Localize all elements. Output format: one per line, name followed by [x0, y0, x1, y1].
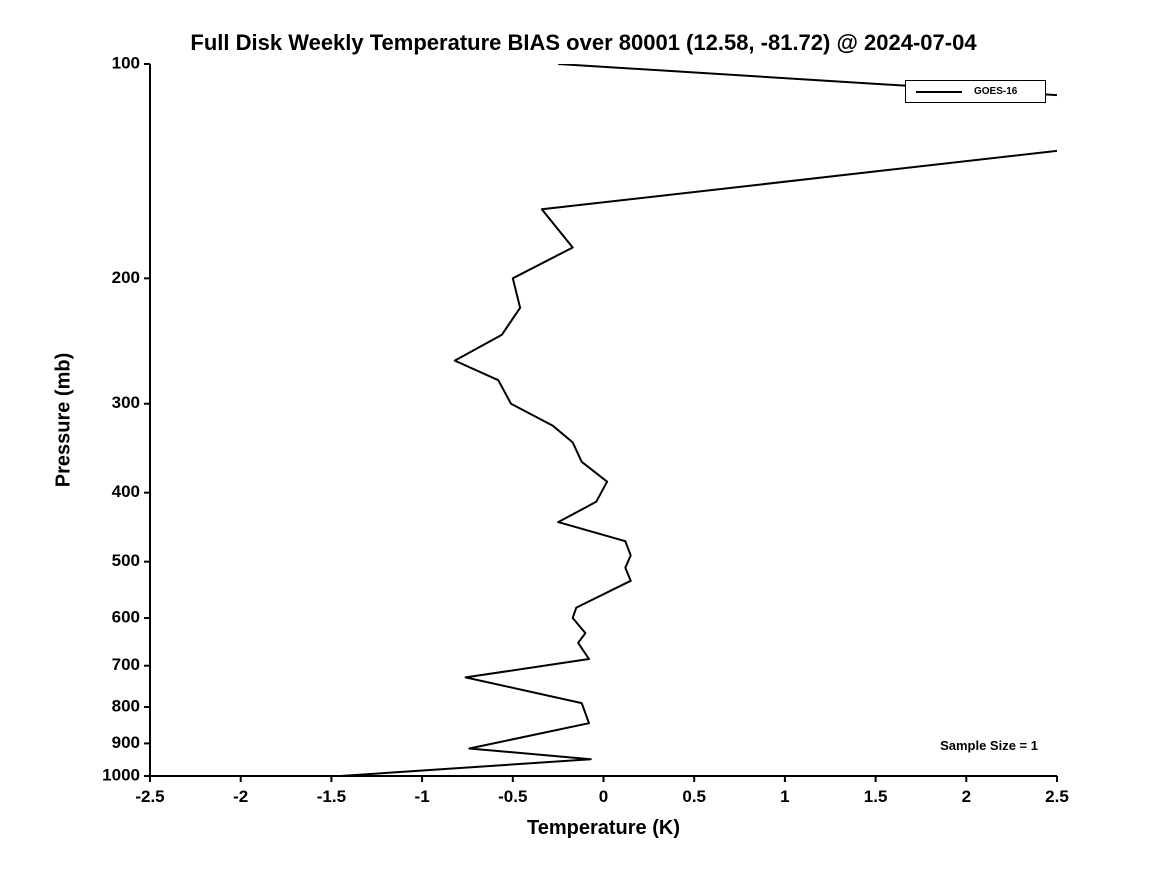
y-tick-label: 600	[112, 608, 140, 627]
sample-size-annotation: Sample Size = 1	[940, 738, 1038, 753]
legend-line-sample	[916, 90, 962, 93]
y-tick-label: 200	[112, 268, 140, 287]
x-tick-label: -1	[415, 787, 430, 806]
legend-label: GOES-16	[974, 86, 1018, 97]
y-tick-label: 700	[112, 655, 140, 674]
x-tick-label: 1	[780, 787, 789, 806]
y-tick-label: 500	[112, 551, 140, 570]
y-tick-label: 300	[112, 393, 140, 412]
x-tick-label: -2	[233, 787, 248, 806]
x-tick-label: 1.5	[864, 787, 888, 806]
x-tick-label: -2.5	[135, 787, 164, 806]
x-tick-label: -0.5	[498, 787, 527, 806]
y-tick-label: 400	[112, 482, 140, 501]
y-tick-label: 900	[112, 733, 140, 752]
x-tick-label: 2	[962, 787, 971, 806]
y-tick-label: 100	[112, 53, 140, 72]
legend: GOES-16	[905, 80, 1046, 103]
x-tick-label: 2.5	[1045, 787, 1069, 806]
chart-title: Full Disk Weekly Temperature BIAS over 8…	[190, 30, 977, 55]
bias-line-goes-16	[340, 64, 1057, 776]
x-tick-label: -1.5	[317, 787, 346, 806]
y-tick-label: 1000	[102, 765, 140, 784]
y-tick-label: 800	[112, 696, 140, 715]
x-tick-label: 0.5	[682, 787, 706, 806]
x-axis-label: Temperature (K)	[527, 817, 680, 839]
x-tick-label: 0	[599, 787, 608, 806]
